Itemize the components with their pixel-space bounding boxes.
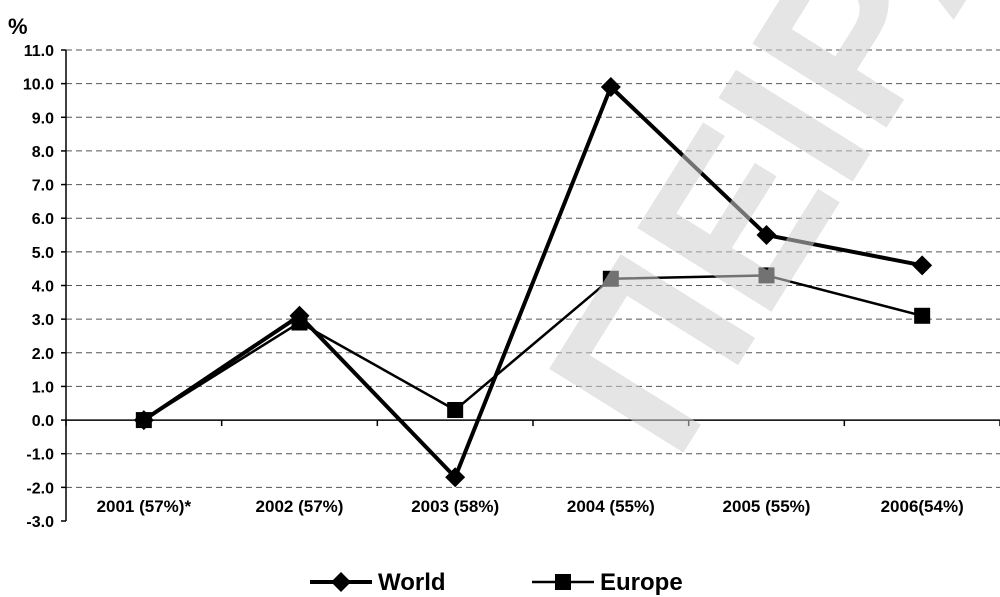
- y-tick-label: -2.0: [26, 480, 54, 497]
- legend-item-world: World: [310, 569, 446, 596]
- legend-label: World: [378, 569, 446, 596]
- y-tick-label: 4.0: [32, 279, 54, 296]
- y-tick-label: 8.0: [32, 144, 54, 161]
- axes: [61, 49, 1000, 522]
- series-line: [143, 274, 923, 422]
- y-tick-label: 5.0: [32, 245, 54, 262]
- y-tick-label: -1.0: [26, 447, 54, 464]
- x-tick-label: 2005 (55%): [723, 497, 811, 516]
- series-line: [142, 85, 923, 480]
- legend-marker: [331, 572, 351, 592]
- data-point-square: [602, 270, 619, 287]
- data-point-square: [135, 412, 152, 429]
- data-point-square: [291, 314, 308, 331]
- data-point-diamond: [600, 77, 621, 98]
- y-unit-label: %: [8, 14, 28, 39]
- data-point-square: [914, 307, 931, 324]
- data-point-diamond: [912, 255, 933, 276]
- y-tick-label: 11.0: [24, 43, 54, 60]
- data-point-square: [758, 267, 775, 284]
- x-axis-ticks: 2001 (57%)* 2002 (57%) 2003 (58%) 2004 (55%…: [97, 497, 964, 516]
- y-tick-label: -3.0: [26, 514, 54, 531]
- x-tick-label: 2006(54%): [881, 497, 964, 516]
- gridlines: [66, 49, 1000, 488]
- legend-marker: [555, 574, 571, 590]
- watermark-text: ΠΕΙΡΑΙΑ: [499, 0, 1000, 492]
- legend: World Europe: [310, 569, 683, 596]
- y-tick-label: 0.0: [32, 413, 54, 430]
- y-tick-label: 9.0: [32, 110, 54, 127]
- y-axis-ticks: 11.0 10.0 9.0 8.0 7.0 6.0 5.0 4.0 3.0 2.0 1.0 0.0 -1…: [23, 43, 54, 531]
- legend-item-europe: Europe: [532, 569, 683, 596]
- y-tick-label: 7.0: [32, 178, 54, 195]
- x-tick-label: 2002 (57%): [256, 497, 344, 516]
- y-tick-label: 10.0: [23, 77, 54, 94]
- data-point-diamond: [445, 467, 466, 488]
- y-tick-label: 2.0: [32, 346, 54, 363]
- series: [133, 77, 933, 488]
- data-point-diamond: [756, 225, 777, 246]
- series-europe: [135, 267, 931, 429]
- x-tick-label: 2003 (58%): [411, 497, 499, 516]
- legend-label: Europe: [600, 569, 683, 596]
- y-tick-label: 1.0: [32, 379, 54, 396]
- data-point-square: [447, 401, 464, 418]
- x-tick-label: 2004 (55%): [567, 497, 655, 516]
- y-tick-label: 6.0: [32, 211, 54, 228]
- y-tick-label: 3.0: [32, 312, 54, 329]
- x-tick-label: 2001 (57%)*: [97, 497, 192, 516]
